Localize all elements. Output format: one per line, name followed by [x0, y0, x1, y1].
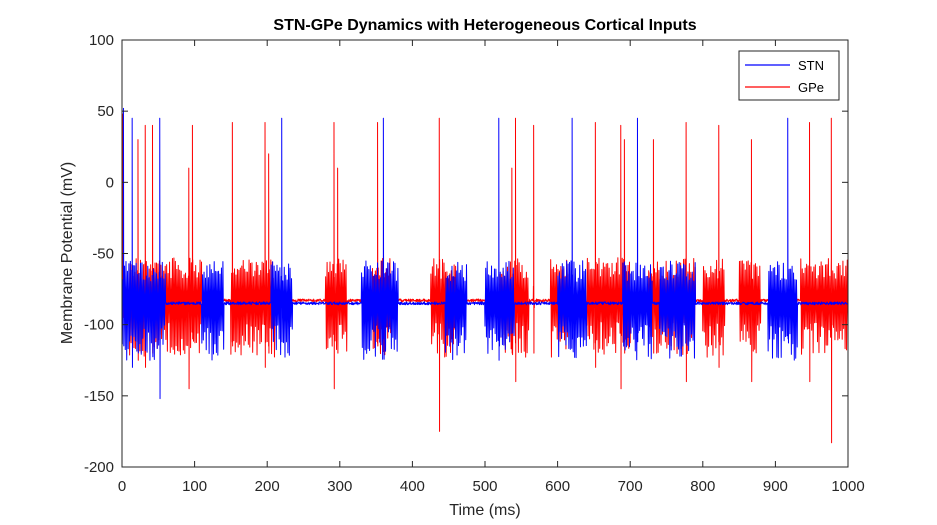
series-line-stn — [121, 107, 849, 400]
chart-title: STN-GPe Dynamics with Heterogeneous Cort… — [273, 17, 696, 34]
x-tick-label: 100 — [182, 478, 207, 495]
legend: STN GPe — [738, 50, 840, 101]
plot-area — [122, 40, 848, 467]
x-axis: 0 100 200 300 400 500 600 700 800 900 1000 — [118, 40, 865, 495]
y-tick-label: 100 — [89, 32, 114, 49]
x-tick-label: 400 — [400, 478, 425, 495]
y-tick-label: -200 — [84, 459, 114, 476]
y-tick-label: -50 — [92, 246, 114, 263]
x-tick-label: 900 — [763, 478, 788, 495]
series-layer — [121, 107, 849, 444]
x-axis-label: Time (ms) — [449, 502, 520, 519]
y-tick-label: 0 — [106, 174, 114, 191]
y-axis-label: Membrane Potential (mV) — [59, 162, 76, 344]
y-tick-label: 50 — [97, 103, 114, 120]
x-tick-label: 800 — [690, 478, 715, 495]
x-tick-label: 1000 — [831, 478, 864, 495]
x-tick-label: 700 — [618, 478, 643, 495]
x-tick-label: 600 — [545, 478, 570, 495]
y-tick-label: -150 — [84, 388, 114, 405]
x-tick-label: 300 — [327, 478, 352, 495]
legend-label-gpe: GPe — [798, 80, 824, 95]
legend-label-stn: STN — [798, 58, 824, 73]
x-tick-label: 0 — [118, 478, 126, 495]
y-axis: 100 50 0 -50 -100 -150 -200 — [84, 32, 848, 476]
x-tick-label: 200 — [255, 478, 280, 495]
x-tick-label: 500 — [472, 478, 497, 495]
y-tick-label: -100 — [84, 317, 114, 334]
legend-box — [738, 50, 840, 101]
series-line-gpe — [121, 113, 849, 444]
